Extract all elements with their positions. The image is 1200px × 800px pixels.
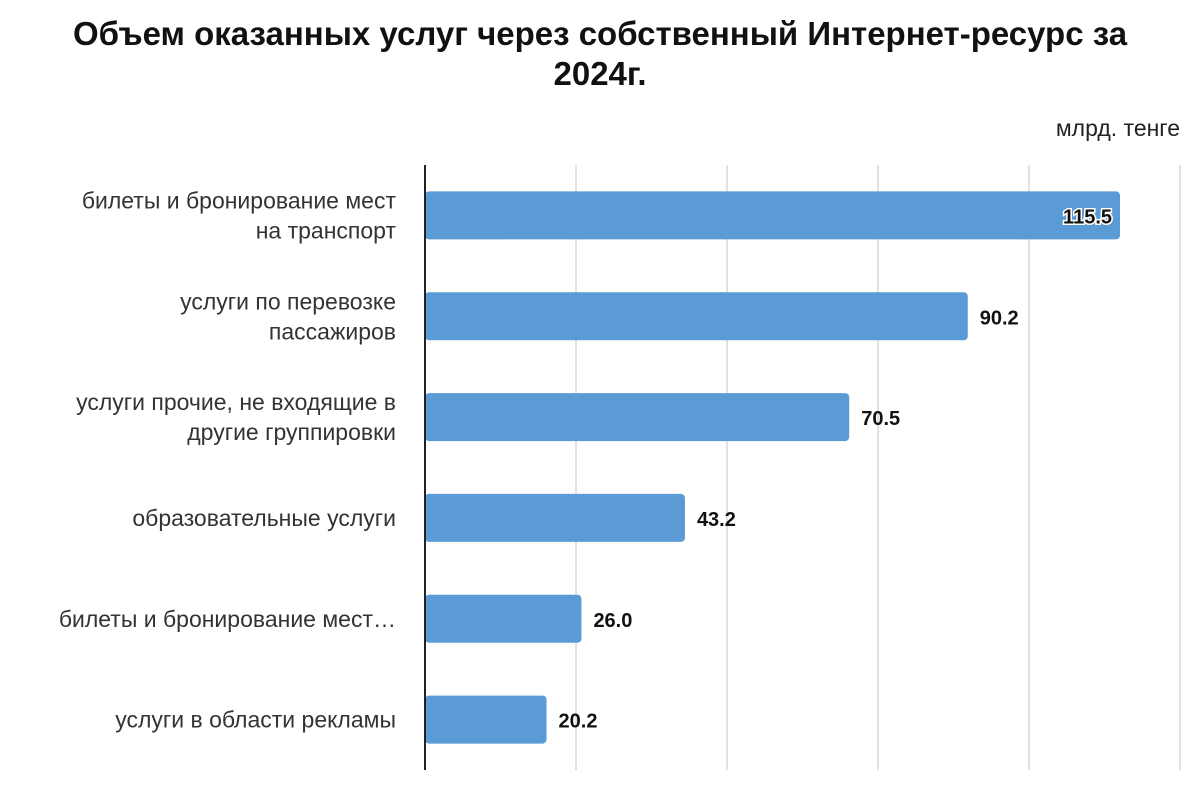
category-label: услуги в области рекламы [115,707,396,733]
data-label: 20.2 [559,711,598,733]
data-label: 43.2 [697,509,736,531]
unit-label: млрд. тенге [1055,115,1180,141]
chart-title-line-2: 2024г. [553,55,647,92]
bar [425,594,582,643]
category-label: на транспорт [256,217,397,243]
bar [425,191,1120,240]
bar [425,393,850,442]
data-label: 26.0 [593,610,632,632]
category-label: билеты и бронирование мест [82,187,397,213]
chart-title: Объем оказанных услуг через собственный … [0,14,1200,94]
data-label: 70.5 [861,408,900,430]
category-label: услуги по перевозке [180,288,396,314]
bar [425,493,685,542]
category-label: образовательные услуги [132,505,396,531]
bar [425,292,968,341]
data-label: 115.5 [1063,206,1112,228]
category-label: другие группировки [187,419,396,445]
bar [425,695,547,744]
category-label: пассажиров [269,318,396,344]
chart-title-line-1: Объем оказанных услуг через собственный … [72,15,1128,52]
category-label: билеты и бронирование мест… [59,606,396,632]
category-label: услуги прочие, не входящие в [76,389,396,415]
data-label: 90.2 [980,307,1019,329]
